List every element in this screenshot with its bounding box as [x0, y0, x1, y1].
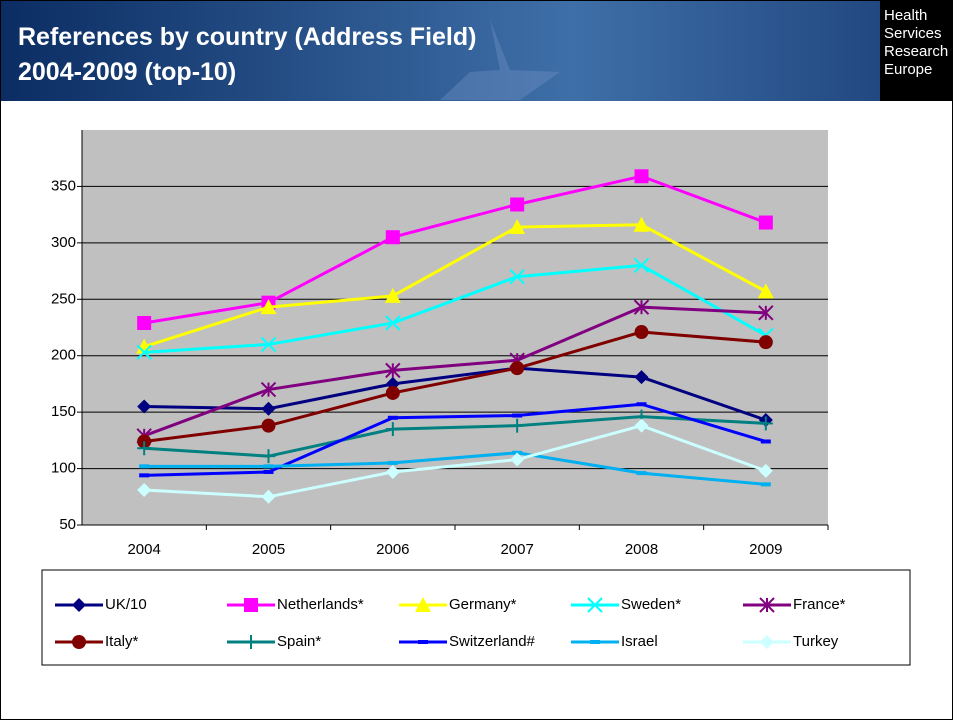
marker — [386, 230, 400, 244]
y-tick-label: 50 — [59, 516, 76, 533]
x-tick-label: 2008 — [625, 541, 658, 558]
logo-text: Research — [884, 43, 948, 60]
legend-label: Spain* — [277, 633, 321, 650]
marker — [759, 335, 773, 349]
title-line: 2004-2009 (top-10) — [18, 58, 236, 86]
legend-label: Israel — [621, 633, 658, 650]
marker — [137, 316, 151, 330]
marker — [510, 197, 524, 211]
marker — [244, 598, 258, 612]
y-tick-label: 200 — [51, 347, 76, 364]
marker — [635, 169, 649, 183]
legend-label: Switzerland# — [449, 633, 536, 650]
marker — [72, 635, 86, 649]
y-tick-label: 250 — [51, 290, 76, 307]
legend-label: Germany* — [449, 596, 517, 613]
legend-label: Turkey — [793, 633, 839, 650]
title-line: References by country (Address Field) — [18, 23, 476, 51]
x-tick-label: 2007 — [500, 541, 533, 558]
x-tick-label: 2004 — [127, 541, 160, 558]
logo-text: Europe — [884, 61, 932, 78]
legend-label: Netherlands* — [277, 596, 364, 613]
marker — [386, 386, 400, 400]
marker — [759, 216, 773, 230]
legend-label: France* — [793, 596, 846, 613]
y-tick-label: 150 — [51, 403, 76, 420]
legend-label: Sweden* — [621, 596, 681, 613]
legend-item: Netherlands* — [227, 596, 364, 613]
x-tick-label: 2009 — [749, 541, 782, 558]
y-tick-label: 350 — [51, 177, 76, 194]
y-tick-label: 300 — [51, 234, 76, 251]
marker — [262, 419, 276, 433]
x-tick-label: 2006 — [376, 541, 409, 558]
y-tick-label: 100 — [51, 460, 76, 477]
logo-text: Services — [884, 25, 942, 42]
x-tick-label: 2005 — [252, 541, 285, 558]
legend-box — [42, 570, 910, 665]
marker — [510, 361, 524, 375]
marker — [635, 325, 649, 339]
slide: References by country (Address Field) 20… — [0, 0, 953, 720]
legend-label: Italy* — [105, 633, 139, 650]
logo-text: Health — [884, 7, 927, 24]
legend-label: UK/10 — [105, 596, 147, 613]
